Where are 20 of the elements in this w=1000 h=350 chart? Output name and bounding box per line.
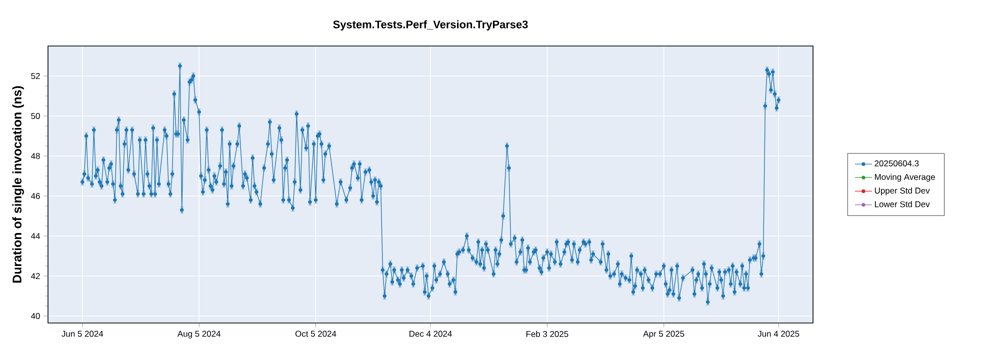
x-tick-label: Dec 4 2024 <box>410 330 452 337</box>
y-tick-label: 42 <box>30 273 40 279</box>
legend-label: Lower Std Dev <box>874 200 930 208</box>
y-tick-label: 44 <box>30 233 40 239</box>
y-axis-title: Duration of single invocation (ns) <box>12 86 24 283</box>
y-tick-label: 52 <box>31 73 40 79</box>
legend-label: Upper Std Dev <box>874 187 930 196</box>
y-tick-label: 50 <box>31 113 40 119</box>
x-tick-label: Jun 5 2024 <box>62 330 104 337</box>
x-tick-label: Oct 5 2024 <box>295 330 336 337</box>
x-tick-label: Feb 3 2025 <box>526 330 568 337</box>
y-tick-label: 46 <box>30 193 40 199</box>
x-tick-label: Aug 5 2024 <box>177 330 220 338</box>
x-tick-label: Jun 4 2025 <box>758 330 800 337</box>
y-tick-label: 48 <box>30 153 40 159</box>
legend-label: 20250604.3 <box>874 160 919 166</box>
chart-title: System.Tests.Perf_Version.TryParse3 <box>333 20 528 30</box>
y-tick-label: 40 <box>30 313 40 319</box>
x-tick-label: Apr 5 2025 <box>643 330 684 338</box>
legend-label: Moving Average <box>874 174 935 182</box>
